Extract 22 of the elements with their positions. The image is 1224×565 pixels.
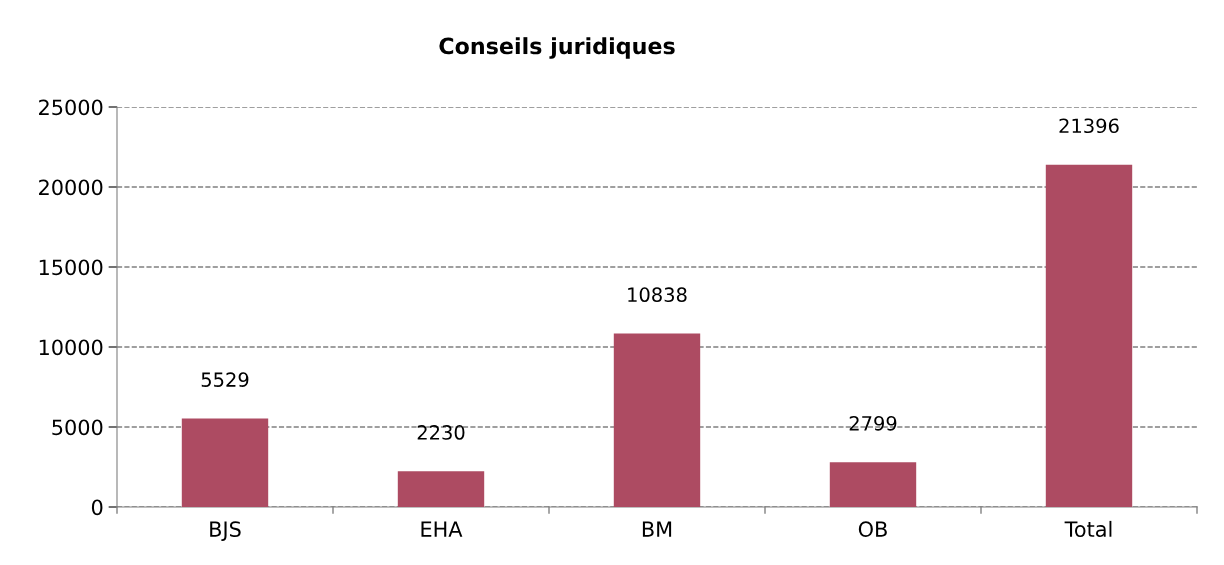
y-tick-label: 5000 bbox=[52, 419, 103, 436]
bar bbox=[829, 462, 917, 507]
data-label: 10838 bbox=[628, 287, 687, 303]
data-label: 2799 bbox=[849, 415, 897, 431]
bar bbox=[613, 333, 701, 507]
bar bbox=[181, 418, 269, 507]
y-tick-label: 20000 bbox=[39, 179, 103, 196]
chart-title: Conseils juridiques bbox=[439, 37, 675, 59]
data-label: 2230 bbox=[417, 425, 465, 440]
x-tick-label: BM bbox=[642, 521, 672, 537]
bar bbox=[1045, 164, 1133, 507]
x-tick-label: BJS bbox=[210, 521, 241, 541]
x-tick-label: EHA bbox=[421, 521, 463, 537]
y-tick-label: 10000 bbox=[39, 339, 103, 356]
y-tick-label: 15000 bbox=[39, 259, 103, 276]
data-label: 5529 bbox=[201, 372, 249, 387]
y-tick-label: 0 bbox=[91, 499, 103, 516]
bar bbox=[397, 471, 485, 507]
y-tick-label: 25000 bbox=[39, 99, 103, 116]
data-label: 21396 bbox=[1059, 118, 1119, 134]
x-tick-label: OB bbox=[858, 521, 887, 538]
x-tick-label: Total bbox=[1064, 520, 1112, 538]
